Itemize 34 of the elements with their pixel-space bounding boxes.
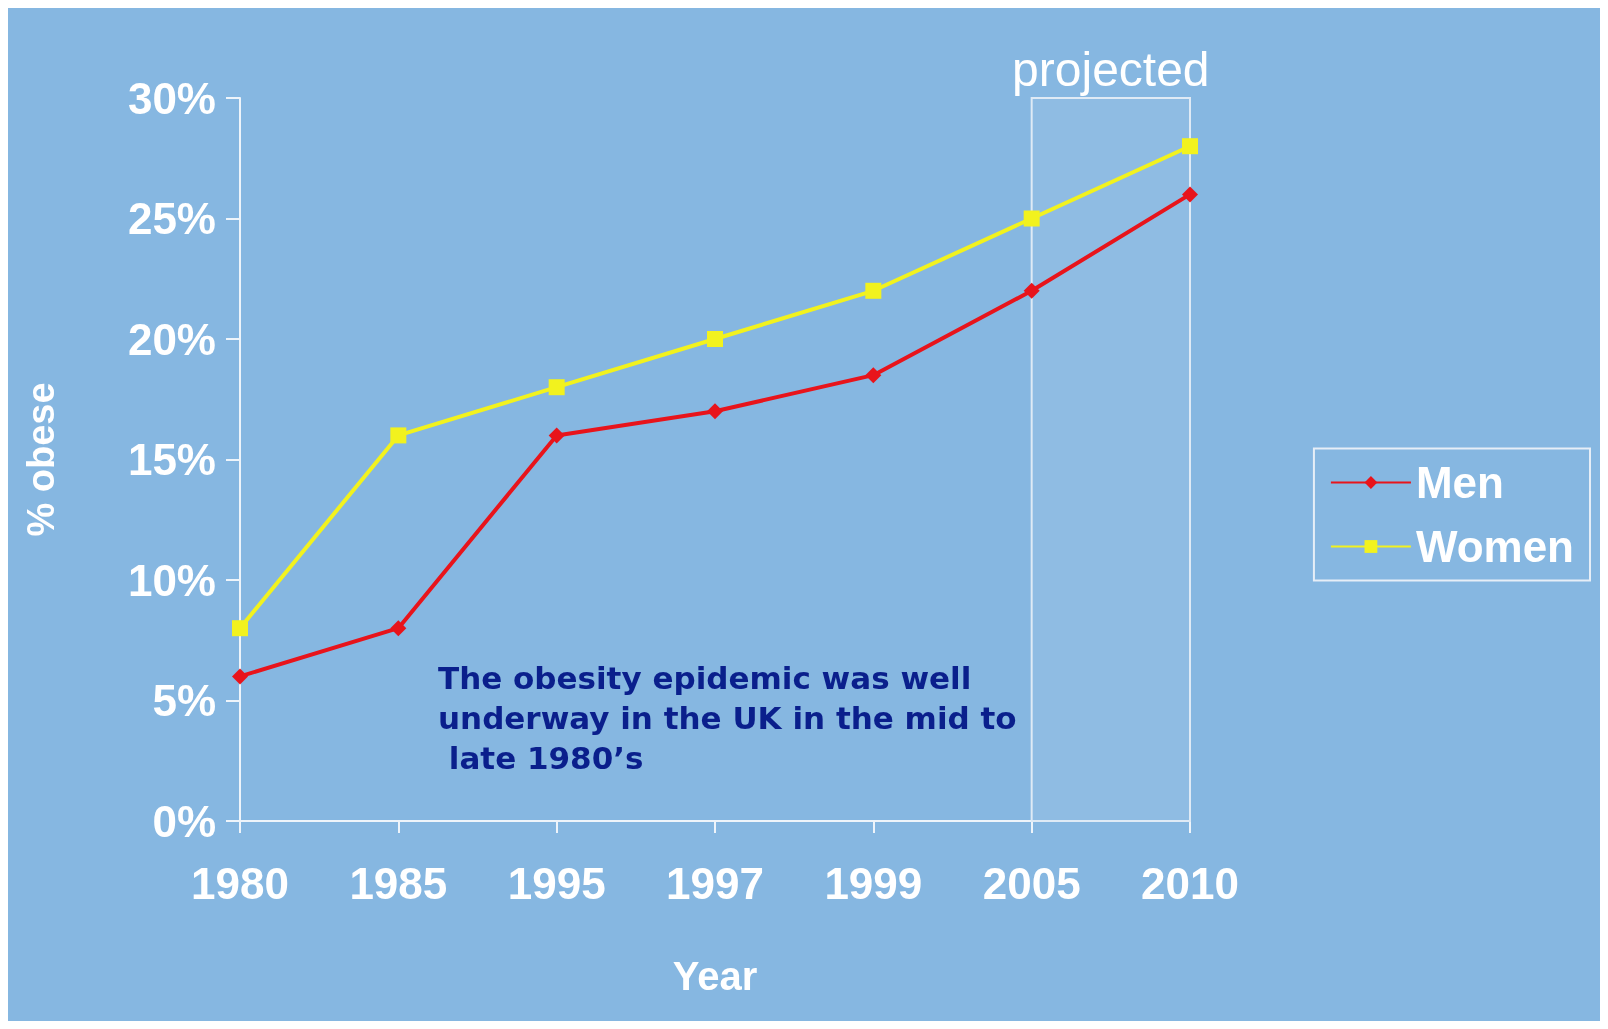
y-tick-label: 0% (152, 796, 216, 846)
annotation: The obesity epidemic was well underway in the UK in the mid to late 1980’s (438, 660, 1017, 776)
point (1182, 186, 1198, 203)
y-tick-label: 20% (127, 314, 216, 364)
y-tick-label: 25% (127, 194, 216, 243)
point (707, 403, 723, 420)
point (1023, 282, 1040, 299)
x-tick-label: 1997 (666, 858, 764, 908)
x-tick-label: 2010 (1141, 858, 1239, 908)
x-tick-label: 1995 (507, 858, 606, 908)
point (548, 379, 565, 396)
point (232, 668, 248, 685)
point (865, 367, 882, 384)
y-axis-title: % obese (20, 382, 62, 537)
x-tick-label: 1999 (824, 858, 923, 908)
x-axis-title: Year (672, 954, 758, 998)
point (548, 427, 565, 444)
point (390, 620, 407, 637)
x-tick-label: 1985 (349, 858, 448, 908)
x-tick-label: 2005 (982, 858, 1081, 908)
y-tick-label: 10% (127, 555, 216, 605)
legend-label: Men (1415, 458, 1504, 507)
x-tick-label: 1980 (191, 858, 289, 908)
band-label: projected (1012, 42, 1210, 96)
y-tick-label: 30% (127, 73, 216, 123)
y-tick-label: 5% (152, 676, 216, 725)
y-tick-label: 15% (127, 435, 216, 484)
legend-label: Women (1415, 522, 1575, 571)
point (1023, 210, 1040, 227)
point (707, 331, 723, 347)
point (865, 282, 882, 299)
point (390, 427, 407, 444)
point (232, 620, 248, 637)
point (1182, 138, 1198, 155)
